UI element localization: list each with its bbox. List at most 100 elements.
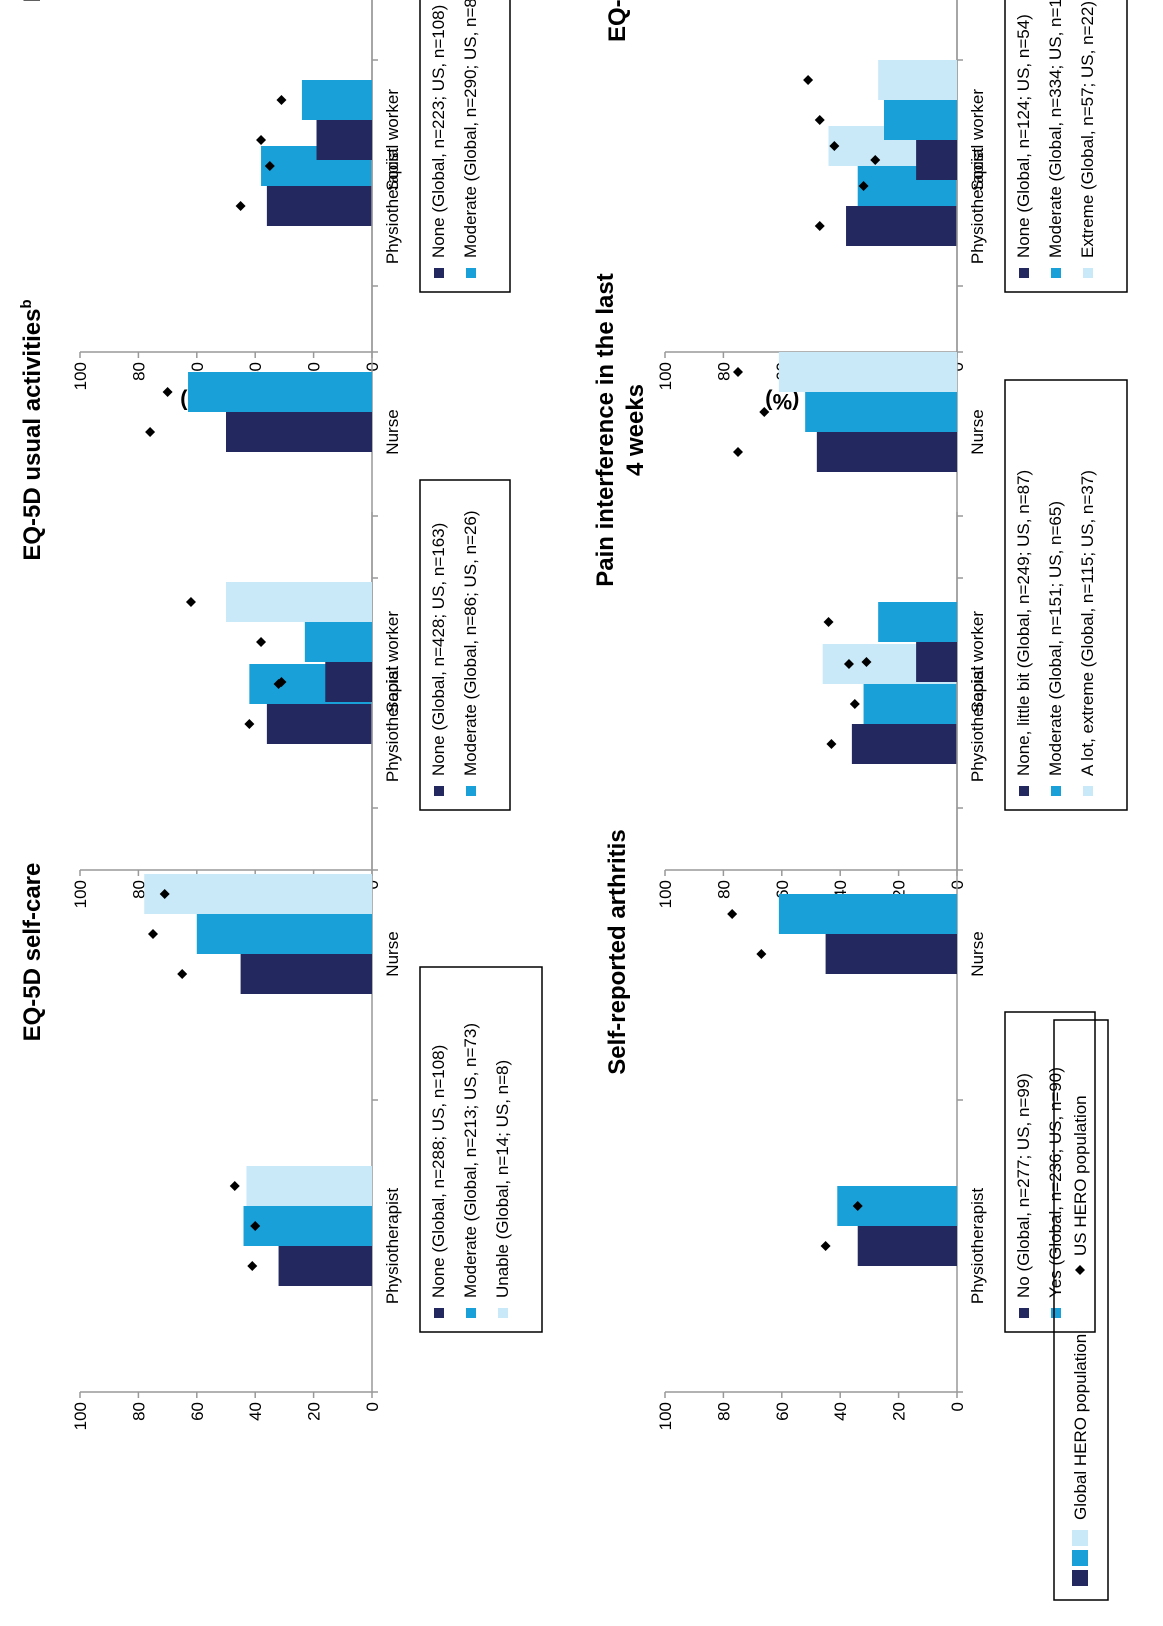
legend-entry: Unable (Global, n=14; US, n=8) (493, 1060, 512, 1298)
us-marker (229, 1181, 240, 1191)
value-tick-label: 60 (773, 1402, 792, 1421)
us-marker (870, 155, 881, 165)
legend-swatch (1051, 1308, 1061, 1318)
legend-box (1004, 1011, 1096, 1333)
bar (243, 1206, 372, 1246)
chart-title-text: EQ-5D self-care (19, 863, 46, 1042)
value-tick-label: 40 (246, 1402, 265, 1421)
legend-box (1004, 0, 1128, 293)
chart-title: Pain interference in the last 4 weeks (592, 273, 649, 586)
legend-entry: Moderate (Global, n=290; US, n=80) (461, 0, 480, 258)
value-tick-label: 80 (129, 362, 148, 381)
legend-swatch (498, 1308, 508, 1318)
global-legend-swatch (1072, 1550, 1088, 1566)
us-marker (256, 135, 267, 145)
bar (816, 432, 958, 472)
value-tick-label: 0 (948, 1402, 967, 1411)
category-label: Physiotherapist (383, 1188, 402, 1305)
us-marker (733, 447, 743, 457)
bar (778, 352, 957, 392)
us-marker (727, 909, 738, 919)
category-label: Social worker (968, 611, 987, 713)
legend-entry: A lot, extreme (Global, n=115; US, n=37) (1078, 470, 1097, 776)
us-marker (820, 1241, 831, 1251)
us-marker (858, 181, 869, 191)
us-marker (852, 1201, 863, 1211)
global-legend-label: US HERO population (1071, 1095, 1090, 1256)
legend-box (419, 0, 511, 293)
value-tick-label: 80 (129, 1402, 148, 1421)
chart-title: EQ-5D self-care (19, 863, 46, 1042)
legend-swatch (1083, 786, 1093, 796)
legend-entry: Moderate (Global, n=213; US, n=73) (461, 1023, 480, 1298)
legend-box (1004, 379, 1128, 811)
value-tick-label: 100 (71, 1402, 90, 1430)
chart-title-line: Pain interference in the last (592, 273, 619, 586)
category-label: Physiotherapist (968, 666, 987, 783)
bar (266, 186, 373, 226)
legend-entry: None (Global, n=428; US, n=163) (429, 523, 448, 776)
us-marker (159, 889, 170, 899)
global-legend: Global HERO population US HERO population (1053, 1019, 1109, 1601)
chart-title-text: EQ-5D usual activities (19, 309, 46, 561)
bar (304, 622, 372, 662)
bar (878, 60, 957, 100)
global-legend-label: Global HERO population (1071, 1334, 1090, 1520)
bar (226, 412, 372, 452)
legend-swatch (1019, 268, 1029, 278)
us-marker (185, 597, 196, 607)
legend-entry: Moderate (Global, n=334; US, n=113) (1046, 0, 1065, 258)
us-marker (264, 161, 275, 171)
value-tick-label: 100 (71, 362, 90, 390)
value-tick-label: 100 (656, 880, 675, 908)
category-label: Physiotherapist (968, 1188, 987, 1305)
us-marker (826, 739, 837, 749)
us-marker (235, 201, 246, 211)
value-tick-label: 20 (890, 1402, 909, 1421)
us-marker (276, 677, 287, 687)
category-label: Nurse (383, 409, 402, 454)
value-tick-label: 100 (656, 362, 675, 390)
legend-entry: Extreme (Global, n=57; US, n=22) (1078, 1, 1097, 258)
us-marker (756, 949, 767, 959)
legend-swatch (434, 268, 444, 278)
bar (240, 954, 372, 994)
chart-title: EQ-5D usual activitiesb (18, 299, 46, 560)
us-marker (244, 719, 255, 729)
chart-title-text: EQ-5D pain/discomfort (604, 0, 631, 42)
legend-entry: Moderate (Global, n=151; US, n=65) (1046, 501, 1065, 776)
value-tick-label: 40 (831, 1402, 850, 1421)
chart-panel-6: 0 20 40 60 80 100 Physiotherapist Nurse Social w… (604, 512, 1096, 1430)
chart-title: Self-reported arthritis (604, 829, 631, 1074)
bar (196, 914, 372, 954)
chart-title: EQ-5D pain/discomfort (604, 0, 631, 42)
legend-entry: None (Global, n=288; US, n=108) (429, 1045, 448, 1298)
value-tick-label: 100 (71, 880, 90, 908)
category-label: Nurse (968, 409, 987, 454)
us-marker (276, 95, 287, 105)
legend-swatch (1083, 268, 1093, 278)
legend-swatch (466, 1308, 476, 1318)
legend-swatch (1019, 786, 1029, 796)
bar (878, 602, 957, 642)
bar (278, 1246, 372, 1286)
legend-entry: None, little bit (Global, n=249; US, n=8… (1014, 470, 1033, 776)
legend-entry: None (Global, n=223; US, n=108) (429, 5, 448, 258)
legend-swatch (466, 786, 476, 796)
legend-entry: None (Global, n=124; US, n=54) (1014, 14, 1033, 258)
category-label: Social worker (383, 89, 402, 191)
legend-swatch (1051, 786, 1061, 796)
value-tick-label: 80 (714, 1402, 733, 1421)
bar (916, 642, 957, 682)
bar (851, 724, 958, 764)
us-marker (861, 657, 872, 667)
legend-swatch (1051, 268, 1061, 278)
us-marker (823, 617, 834, 627)
bar (246, 1166, 372, 1206)
bar (857, 1226, 957, 1266)
category-label: Physiotherapist (383, 148, 402, 265)
us-marker (247, 1261, 258, 1271)
